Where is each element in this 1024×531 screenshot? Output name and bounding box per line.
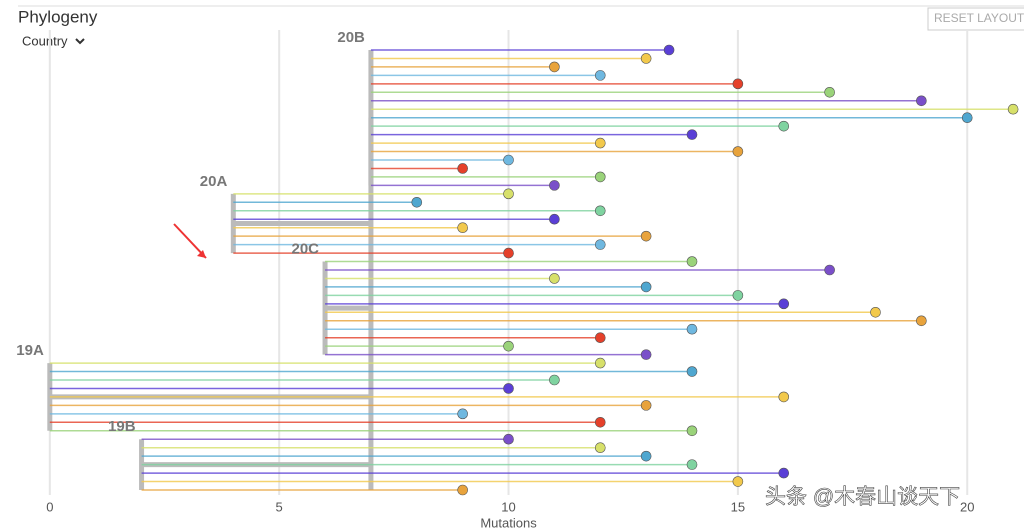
tip xyxy=(1007,103,1019,115)
tip xyxy=(457,163,468,174)
clade-label: 20C xyxy=(292,241,320,258)
tip xyxy=(503,383,514,394)
tip xyxy=(640,230,652,242)
x-tick-label: 15 xyxy=(731,499,745,514)
tip xyxy=(594,332,606,343)
dropdown-icon[interactable] xyxy=(75,38,85,45)
tip xyxy=(503,247,514,259)
tip xyxy=(503,433,514,445)
tip xyxy=(503,154,514,166)
watermark: 头条 @木春山谈天下 xyxy=(765,486,960,509)
tip xyxy=(778,120,790,132)
tip xyxy=(640,450,652,462)
x-tick-label: 0 xyxy=(46,499,53,514)
x-tick-label: 10 xyxy=(501,499,515,514)
tip xyxy=(594,442,606,453)
tip xyxy=(732,476,744,487)
tip xyxy=(686,256,698,267)
tip xyxy=(916,95,927,107)
x-tick-label: 20 xyxy=(960,499,974,514)
tip xyxy=(594,171,606,183)
x-tick-label: 5 xyxy=(276,499,283,514)
tip xyxy=(686,459,698,470)
tip xyxy=(549,273,560,284)
reset-label[interactable]: RESET LAYOUT xyxy=(934,11,1024,25)
tip xyxy=(778,391,790,403)
tip xyxy=(686,129,698,140)
clade-label: 20A xyxy=(200,173,228,190)
tip xyxy=(549,374,560,386)
tip xyxy=(549,213,560,225)
tip xyxy=(549,180,560,191)
tip xyxy=(549,61,560,73)
tip xyxy=(457,484,468,496)
tip xyxy=(594,205,606,217)
tip xyxy=(640,281,652,293)
tip xyxy=(686,366,698,377)
tip xyxy=(663,44,675,56)
tip xyxy=(686,425,698,437)
title: Phylogeny xyxy=(18,7,98,26)
tip xyxy=(457,408,468,420)
tip xyxy=(778,467,790,479)
tip xyxy=(824,87,835,98)
tip xyxy=(457,222,468,233)
tip xyxy=(870,307,881,318)
clade-label: 19B xyxy=(108,418,136,435)
tip xyxy=(594,417,606,428)
tip xyxy=(411,197,423,208)
grid: 0 5 10 15 20 Mutations xyxy=(46,30,974,530)
tip xyxy=(594,137,606,149)
arrow-head xyxy=(197,250,206,258)
tip xyxy=(824,264,835,276)
tip xyxy=(732,290,744,301)
tip xyxy=(503,188,514,200)
clade-label: 19A xyxy=(16,342,44,359)
tip xyxy=(916,315,927,327)
tip xyxy=(732,146,744,157)
tip xyxy=(961,112,973,123)
tree: 20B 20A 20C 19A 19B xyxy=(16,29,1019,496)
tip xyxy=(594,70,606,81)
x-axis-label: Mutations xyxy=(480,515,537,530)
reset-button[interactable] xyxy=(927,7,1024,31)
tip xyxy=(778,298,790,310)
clade-label: 20B xyxy=(337,29,365,46)
tip xyxy=(686,323,698,335)
tip xyxy=(503,340,514,352)
tip xyxy=(732,78,744,90)
tip xyxy=(594,239,606,250)
color-by[interactable]: Country xyxy=(22,33,68,48)
tip xyxy=(640,349,652,360)
tip xyxy=(594,357,606,369)
tip xyxy=(640,400,652,411)
tip xyxy=(640,53,652,64)
